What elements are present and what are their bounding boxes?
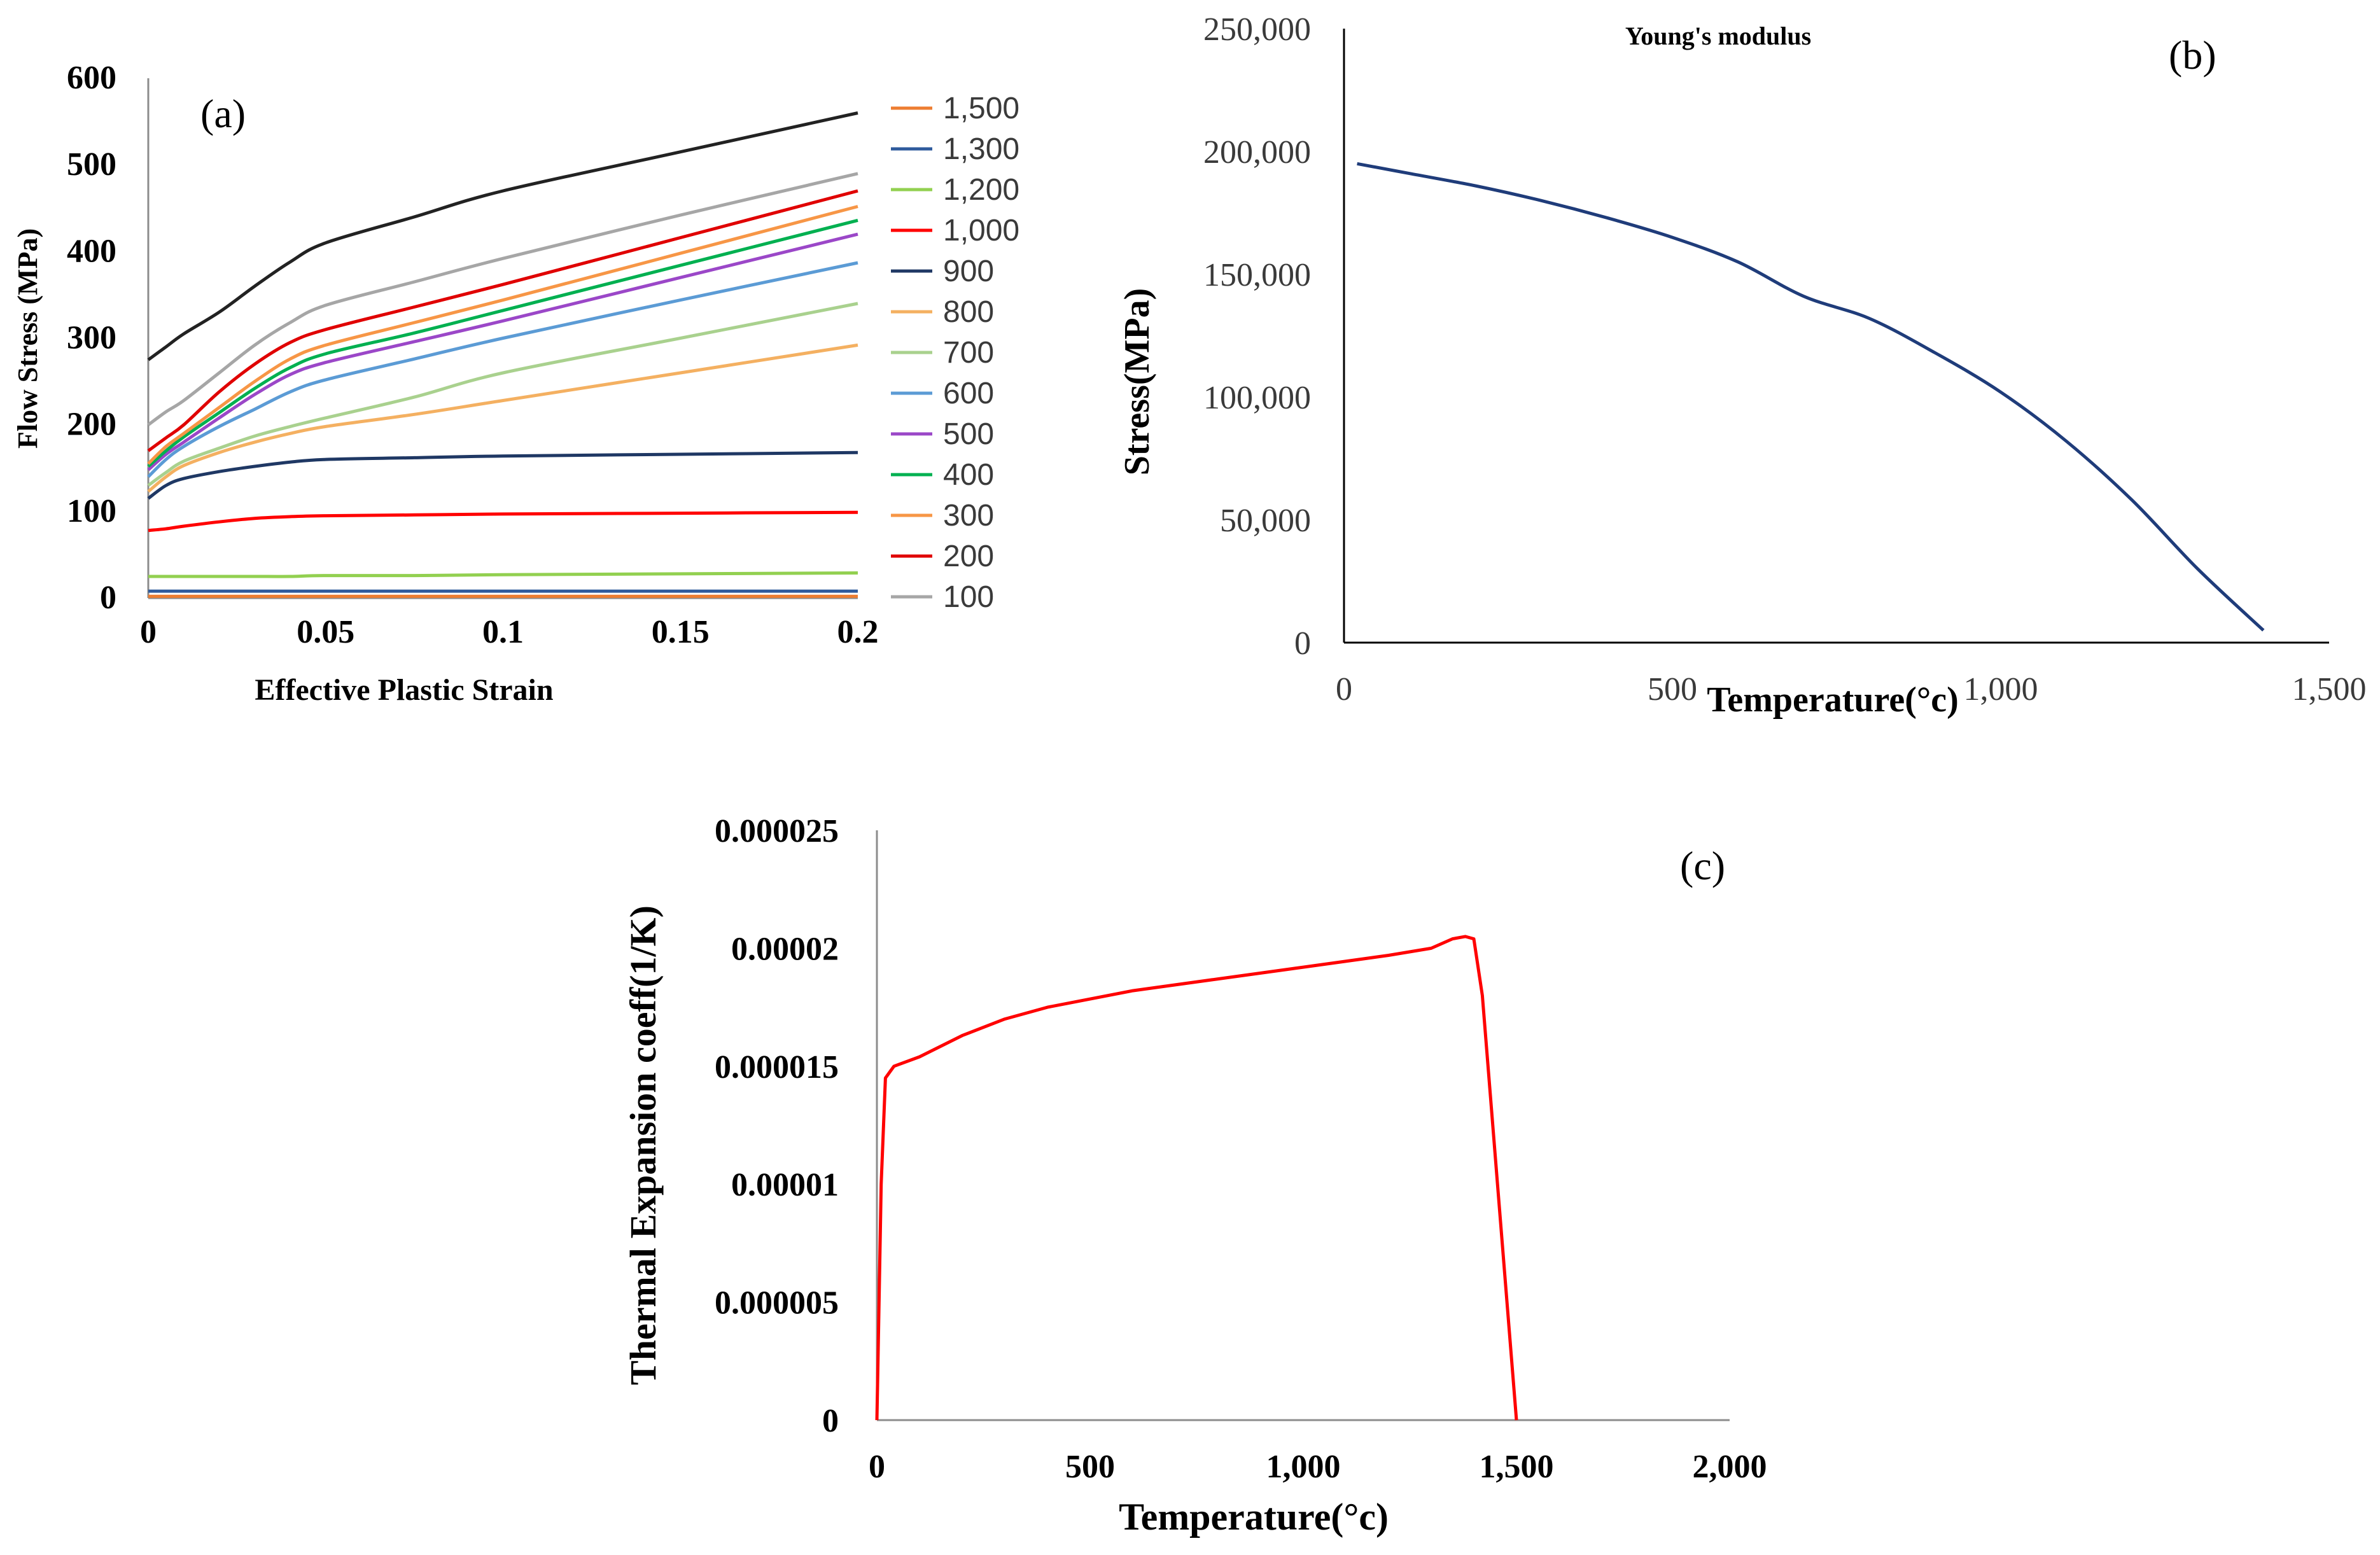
panel-a-y-tick-label: 0 [100, 580, 116, 616]
panel-c-x-tick-label: 0 [869, 1449, 885, 1485]
panel-a-y-axis-label: Flow Stress (MPa) [12, 228, 43, 449]
panel-c-x-tick-label: 1,000 [1266, 1449, 1341, 1485]
panel-b-lines [1357, 162, 2265, 632]
panel-a-series-line [148, 571, 858, 578]
panel-b-y-tick-label: 250,000 [1203, 11, 1311, 48]
panel-a-series-line [147, 261, 858, 478]
panel-a-x-tick-label: 0.1 [482, 614, 524, 650]
panel-a-y-tick-label: 100 [67, 493, 116, 529]
panel-b: 0 500 1,000 1,500 0 50,000 100,000 150,000 200,0… [1117, 11, 2367, 720]
panel-c-y-tick-label: 0.000015 [715, 1049, 839, 1085]
panel-b-x-tick-label: 1,000 [1964, 671, 2038, 708]
panel-b-y-tick-label: 0 [1294, 625, 1311, 662]
panel-a-x-tick-label: 0.2 [837, 614, 879, 650]
panel-a-series-line [147, 111, 858, 361]
panel-a-legend-label: 1,200 [943, 173, 1019, 207]
panel-b-x-tick-label: 1,500 [2292, 671, 2367, 708]
panel-a-x-tick-label: 0.05 [297, 614, 354, 650]
panel-a-legend-label: 900 [943, 255, 994, 288]
panel-c-y-tick-label: 0.000025 [715, 813, 839, 849]
panel-a-legend-label: 800 [943, 295, 994, 329]
panel-b-y-tick-label: 150,000 [1203, 257, 1311, 293]
panel-a-x-axis-label: Effective Plastic Strain [255, 673, 553, 707]
panel-c-lines [875, 935, 1518, 1421]
panel-b-x-axis-label: Temperature(°c) [1707, 680, 1959, 720]
panel-c-y-axis-label: Thermal Expansion coeff(1/K) [622, 905, 664, 1385]
panel-b-y-tick-label: 200,000 [1203, 134, 1311, 171]
panel-b-series-line [1357, 162, 2265, 632]
panel-c-axes: 0 500 1,000 1,500 2,000 0 0.000005 0.00001 0.000… [715, 813, 1767, 1485]
panel-a-axes: 0 0.05 0.1 0.15 0.2 0 100 200 300 400 500 600 [67, 60, 879, 650]
panel-a-y-tick-label: 600 [67, 60, 116, 96]
panel-a-series-line [147, 450, 858, 500]
panel-a-series-line [147, 343, 858, 493]
panel-a-x-tick-label: 0 [140, 614, 157, 650]
panel-a-series-line [147, 302, 858, 487]
panel-a-legend-label: 400 [943, 458, 994, 492]
panel-a: 0 0.05 0.1 0.15 0.2 0 100 200 300 400 500 600 1,500… [12, 60, 1019, 707]
panel-c-y-tick-label: 0 [822, 1403, 839, 1439]
panel-c-x-tick-label: 2,000 [1693, 1449, 1767, 1485]
panel-b-label: (b) [2169, 32, 2216, 78]
panel-a-series-line [147, 232, 858, 471]
panel-a-series-line [148, 510, 858, 533]
panel-c: 0 500 1,000 1,500 2,000 0 0.000005 0.00001 0.000… [622, 813, 1767, 1538]
panel-a-legend-label: 1,000 [943, 214, 1019, 248]
panel-a-legend-label: 700 [943, 336, 994, 370]
panel-a-y-tick-label: 400 [67, 233, 116, 269]
panel-a-series-line [147, 172, 858, 426]
panel-a-legend-label: 500 [943, 417, 994, 451]
panel-c-x-axis-label: Temperature(°c) [1119, 1496, 1389, 1538]
panel-b-y-tick-label: 100,000 [1203, 380, 1311, 416]
panel-a-legend-label: 1,500 [943, 92, 1019, 125]
panel-b-y-tick-label: 50,000 [1220, 503, 1311, 539]
panel-a-lines [147, 111, 858, 598]
panel-c-x-tick-label: 500 [1065, 1449, 1115, 1485]
panel-b-axes: 0 500 1,000 1,500 0 50,000 100,000 150,000 200,0… [1203, 11, 2367, 708]
panel-c-series-line [875, 935, 1518, 1421]
panel-b-x-tick-label: 500 [1648, 671, 1697, 708]
panel-b-x-tick-label: 0 [1336, 671, 1352, 708]
panel-a-series-line [147, 189, 858, 452]
panel-a-x-tick-label: 0.15 [652, 614, 710, 650]
panel-a-series-line [147, 218, 858, 468]
panel-b-y-axis-label: Stress(MPa) [1117, 288, 1157, 475]
panel-c-y-tick-label: 0.000005 [715, 1285, 839, 1321]
panel-b-title: Young's modulus [1625, 22, 1811, 50]
panel-c-y-tick-label: 0.00002 [731, 931, 839, 967]
panel-a-legend: 1,500 1,300 1,200 1,000 900 800 700 600 500 400 30… [891, 92, 1019, 614]
panel-c-label: (c) [1680, 843, 1725, 888]
panel-a-y-tick-label: 200 [67, 407, 116, 443]
panel-a-legend-label: 1,300 [943, 132, 1019, 166]
panel-a-legend-label: 200 [943, 540, 994, 573]
panel-a-label: (a) [200, 91, 246, 136]
panel-a-legend-label: 600 [943, 377, 994, 410]
panel-c-y-tick-label: 0.00001 [731, 1167, 839, 1203]
panel-a-legend-label: 100 [943, 580, 994, 614]
panel-a-legend-label: 300 [943, 499, 994, 533]
panel-a-y-tick-label: 500 [67, 146, 116, 183]
panel-c-x-tick-label: 1,500 [1480, 1449, 1554, 1485]
panel-a-series-line [147, 205, 858, 465]
panel-a-y-tick-label: 300 [67, 320, 116, 356]
